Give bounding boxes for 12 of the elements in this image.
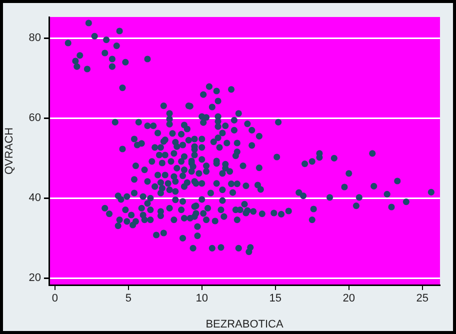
x-tick-label: 10: [196, 292, 208, 305]
y-tick-label: 60: [28, 112, 41, 124]
x-tick-label: 25: [416, 292, 428, 305]
x-tick-label: 5: [125, 292, 132, 305]
y-tick-label: 40: [28, 192, 41, 204]
y-axis-title: QVRACH: [4, 127, 16, 175]
x-tick-label: 0: [52, 292, 58, 305]
y-tick-label: 20: [28, 272, 41, 284]
x-tick-label: 15: [269, 292, 282, 305]
y-tick-label: 80: [28, 32, 41, 44]
x-axis-title: BEZRABOTICA: [206, 318, 284, 330]
x-tick-label: 20: [342, 292, 355, 305]
